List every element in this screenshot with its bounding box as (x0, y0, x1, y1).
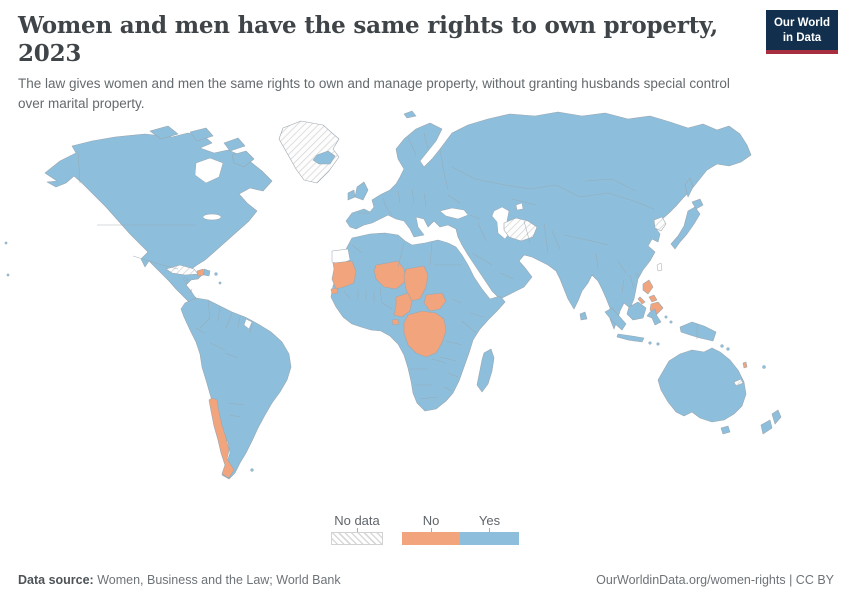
hainan[interactable] (635, 273, 639, 277)
chart-footer: Data source: Women, Business and the Law… (18, 573, 834, 587)
country-greenland[interactable] (278, 120, 340, 184)
country-guinea-bissau[interactable] (330, 287, 339, 295)
data-source-note: Data source: Women, Business and the Law… (18, 573, 341, 587)
baffin-island[interactable] (231, 150, 255, 168)
hawaii-1[interactable] (6, 273, 10, 277)
borneo[interactable] (626, 301, 647, 321)
java[interactable] (616, 333, 645, 343)
data-source-label: Data source: (18, 573, 94, 587)
landmass-eurasia[interactable] (345, 111, 752, 330)
sri-lanka[interactable] (579, 311, 588, 321)
map-legend: No data No Yes (331, 513, 519, 545)
country-haiti[interactable] (196, 268, 205, 277)
country-south-sudan[interactable] (423, 292, 447, 312)
ireland[interactable] (347, 189, 356, 201)
solomon-islands-2[interactable] (726, 347, 730, 351)
new-zealand-south[interactable] (760, 419, 773, 435)
owid-link[interactable]: OurWorldinData.org/women-rights | CC BY (596, 573, 834, 587)
tasmania[interactable] (720, 425, 731, 435)
fiji[interactable] (762, 365, 766, 369)
legend-no-tick (430, 528, 432, 532)
united-kingdom[interactable] (354, 181, 369, 201)
country-north-korea[interactable] (653, 216, 667, 232)
legend-no-swatch[interactable] (402, 532, 460, 545)
legend-no-data-swatch[interactable] (331, 532, 383, 545)
owid-logo-line2: in Data (782, 31, 822, 44)
world-map (0, 103, 850, 505)
sakhalin[interactable] (684, 177, 694, 198)
lesser-sunda-2[interactable] (656, 342, 660, 346)
country-philippines-visayas[interactable] (648, 294, 658, 303)
australia[interactable] (657, 347, 747, 423)
jamaica[interactable] (183, 277, 187, 281)
solomon-islands-1[interactable] (720, 344, 724, 348)
hokkaido[interactable] (691, 198, 704, 210)
madagascar[interactable] (476, 348, 495, 393)
country-equatorial-guinea[interactable] (391, 318, 400, 326)
legend-yes-swatch[interactable] (460, 532, 519, 545)
taiwan (656, 262, 663, 272)
country-mauritania[interactable] (331, 260, 357, 290)
sumatra[interactable] (604, 307, 627, 331)
arctic-island-2[interactable] (189, 127, 214, 142)
french-guiana (243, 318, 253, 330)
legend-category-bar: No Yes (402, 513, 519, 545)
legend-item-no-data[interactable]: No data (331, 513, 383, 545)
iceland[interactable] (312, 150, 336, 165)
country-vanuatu[interactable] (742, 361, 748, 369)
legend-item-yes[interactable]: Yes (460, 513, 519, 545)
maluku-2[interactable] (669, 320, 673, 324)
world-map-svg (4, 110, 782, 480)
legend-yes-tick (489, 528, 490, 532)
maluku-1[interactable] (664, 315, 668, 319)
country-border-lines (77, 132, 698, 418)
aral-sea (515, 202, 524, 211)
legend-yes-label: Yes (478, 513, 501, 528)
owid-logo[interactable]: Our World in Data (766, 10, 838, 54)
japan[interactable] (670, 206, 701, 250)
lesser-antilles[interactable] (218, 281, 222, 285)
country-chad[interactable] (403, 265, 429, 302)
puerto-rico[interactable] (214, 272, 218, 276)
country-niger[interactable] (373, 260, 407, 290)
landmass-south-america[interactable] (180, 297, 292, 480)
new-zealand-north[interactable] (771, 409, 782, 425)
owid-logo-line1: Our World (773, 17, 830, 29)
legend-no-label: No (422, 513, 440, 528)
country-cameroon[interactable] (393, 292, 413, 318)
great-lakes (202, 213, 222, 221)
hawaii-2[interactable] (4, 241, 8, 245)
chart-title: Women and men have the same rights to ow… (18, 12, 718, 67)
chart-subtitle: The law gives women and men the same rig… (18, 76, 730, 112)
arctic-island-1[interactable] (149, 125, 179, 140)
svalbard[interactable] (403, 110, 417, 119)
country-drc[interactable] (403, 310, 447, 358)
hudson-bay (194, 157, 224, 184)
territory-new-caledonia[interactable] (733, 378, 744, 387)
country-philippines-palawan[interactable] (637, 296, 646, 305)
black-sea (439, 207, 469, 220)
country-chile[interactable] (208, 397, 235, 479)
country-philippines-luzon[interactable] (642, 279, 654, 295)
legend-no-data-tick (356, 528, 358, 532)
country-turkmenistan[interactable] (503, 217, 538, 242)
arctic-island-3[interactable] (223, 137, 246, 152)
sulawesi[interactable] (646, 308, 662, 326)
chart-header: Women and men have the same rights to ow… (18, 12, 750, 115)
new-guinea[interactable] (679, 321, 717, 342)
dominican-republic[interactable] (203, 268, 211, 277)
lesser-sunda-1[interactable] (648, 341, 652, 345)
data-source-text: Women, Business and the Law; World Bank (93, 573, 341, 587)
legend-no-data-label: No data (334, 513, 380, 528)
falkland-islands[interactable] (250, 468, 254, 472)
legend-item-no[interactable]: No (402, 513, 460, 545)
